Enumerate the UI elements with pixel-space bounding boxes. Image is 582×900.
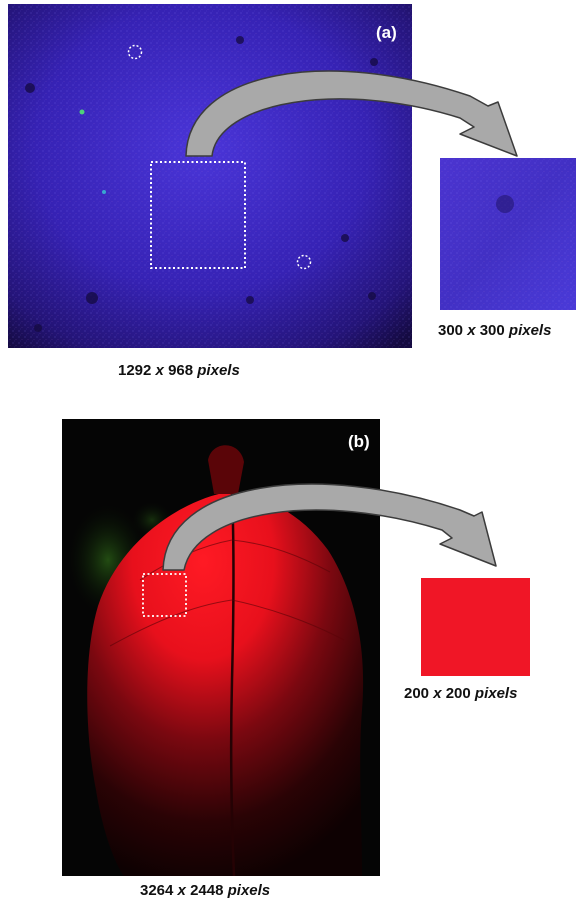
panel-a-texture (8, 4, 412, 348)
panel-a-selection-box (150, 161, 246, 269)
panel-b-zoom-arrow (162, 483, 497, 571)
panel-a-crop-dark-spot (496, 195, 514, 213)
panel-b-crop-image (421, 578, 530, 676)
panel-b-leaf-tip (208, 445, 244, 494)
panel-b-selection-box (142, 573, 187, 617)
panel-a-zoom-arrow (185, 70, 518, 157)
panel-a-marker-circle (296, 254, 312, 270)
panel-a: (a) 300 x 300 pixels 1292 x 968 pixels (8, 4, 576, 379)
panel-a-cyan-speck (102, 190, 106, 194)
panel-a-marker-circle (127, 44, 143, 60)
panel-b-label: (b) (348, 432, 370, 451)
panel-b-leaf (87, 492, 364, 876)
panel-a-full-caption: 1292 x 968 pixels (118, 362, 240, 379)
panel-b: (b) 200 x 200 pixels 3264 x 2448 pixels (62, 419, 530, 899)
panel-a-crop-caption: 300 x 300 pixels (438, 322, 551, 339)
panel-b-full-caption: 3264 x 2448 pixels (140, 882, 270, 899)
panel-a-green-speck (79, 109, 85, 115)
panel-a-crop-texture (440, 158, 576, 310)
panel-b-leaf-veins (109, 539, 345, 647)
panel-b-crop-texture (421, 578, 530, 676)
panel-b-leaf-midrib (229, 493, 236, 877)
panel-a-label: (a) (376, 23, 397, 42)
panel-b-crop-caption: 200 x 200 pixels (404, 685, 517, 702)
